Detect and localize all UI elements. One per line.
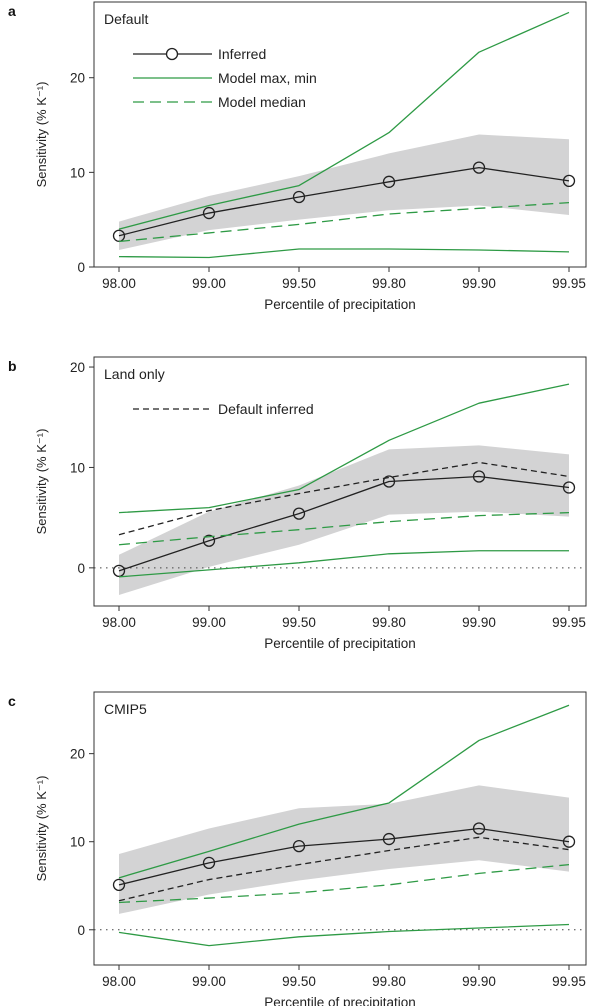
x-tick-label: 99.80 bbox=[372, 615, 406, 630]
data-point-inferred bbox=[292, 839, 306, 853]
uncertainty-band bbox=[119, 134, 569, 250]
series-line-model-max bbox=[118, 704, 570, 879]
series-line-inferred bbox=[118, 166, 570, 237]
x-tick-label: 99.90 bbox=[462, 276, 496, 291]
series-line-model-min bbox=[118, 248, 570, 259]
series-line-model-max bbox=[118, 11, 570, 230]
x-tick-label: 99.90 bbox=[462, 974, 496, 989]
data-point-inferred bbox=[472, 822, 486, 835]
legend-label: Model median bbox=[218, 94, 306, 110]
y-tick-label: 20 bbox=[70, 71, 85, 86]
y-tick-label: 10 bbox=[70, 165, 85, 180]
series-line-model-min bbox=[118, 923, 570, 947]
x-tick-label: 99.50 bbox=[282, 276, 316, 291]
series-line-median bbox=[118, 863, 570, 904]
panel-label: a bbox=[8, 3, 16, 19]
y-tick-label: 0 bbox=[77, 260, 85, 275]
x-tick-label: 99.00 bbox=[192, 276, 226, 291]
x-tick-label: 99.95 bbox=[552, 974, 586, 989]
panel-title: Land only bbox=[104, 366, 165, 382]
series-line-model-max bbox=[118, 383, 570, 514]
x-tick-label: 98.00 bbox=[102, 276, 136, 291]
data-point-inferred bbox=[112, 878, 126, 892]
data-point-inferred bbox=[382, 832, 396, 846]
data-point-inferred bbox=[202, 856, 216, 869]
x-tick-label: 99.80 bbox=[372, 974, 406, 989]
x-tick-label: 99.50 bbox=[282, 615, 316, 630]
chart-panel-a: a 98.00 99.00 99.50 99.80 99.90 99.95 0 10 20 Perc… bbox=[8, 1, 587, 312]
data-point-inferred bbox=[472, 161, 486, 174]
x-tick-label: 98.00 bbox=[102, 974, 136, 989]
panel-title: CMIP5 bbox=[104, 701, 147, 717]
chart-panel-c: c 98.00 99.00 99.50 99.80 99.90 99.95 0 10 20 Perc… bbox=[8, 691, 587, 1006]
data-point-inferred bbox=[472, 470, 486, 483]
x-tick-label: 99.50 bbox=[282, 974, 316, 989]
data-point-inferred bbox=[562, 835, 576, 848]
plot-frame bbox=[93, 1, 587, 268]
y-tick-label: 20 bbox=[70, 360, 85, 375]
panel-label: c bbox=[8, 693, 16, 709]
chart-panel-b: b 98.00 99.00 99.50 99.80 99.90 99.95 0 10 20 Perc… bbox=[8, 356, 587, 651]
x-tick-label: 99.95 bbox=[552, 276, 586, 291]
plot-frame bbox=[93, 691, 587, 966]
x-tick-label: 99.80 bbox=[372, 276, 406, 291]
x-axis-label: Percentile of precipitation bbox=[264, 995, 416, 1006]
y-tick-label: 10 bbox=[70, 835, 85, 850]
data-point-inferred bbox=[382, 475, 396, 488]
x-tick-label: 99.00 bbox=[192, 974, 226, 989]
x-tick-label: 99.90 bbox=[462, 615, 496, 630]
series-line-median bbox=[118, 511, 570, 546]
data-point-inferred bbox=[202, 206, 216, 220]
y-axis-label: Sensitivity (% K⁻¹) bbox=[34, 776, 49, 882]
x-tick-label: 98.00 bbox=[102, 615, 136, 630]
legend-label: Default inferred bbox=[218, 401, 314, 417]
y-axis-label: Sensitivity (% K⁻¹) bbox=[34, 429, 49, 535]
data-point-inferred bbox=[202, 534, 216, 547]
data-point-inferred bbox=[382, 175, 396, 188]
series-line-inferred bbox=[118, 827, 570, 886]
legend-marker bbox=[165, 47, 179, 61]
plot-frame bbox=[93, 356, 587, 607]
y-tick-label: 0 bbox=[77, 561, 85, 576]
panel-label: b bbox=[8, 358, 17, 374]
y-tick-label: 0 bbox=[77, 923, 85, 938]
x-axis-label: Percentile of precipitation bbox=[264, 297, 416, 312]
data-point-inferred bbox=[292, 190, 306, 204]
legend-label: Inferred bbox=[218, 46, 266, 62]
y-tick-label: 20 bbox=[70, 747, 85, 762]
data-point-inferred bbox=[562, 481, 576, 494]
uncertainty-band bbox=[119, 445, 569, 595]
legend-label: Model max, min bbox=[218, 70, 317, 86]
y-tick-label: 10 bbox=[70, 460, 85, 475]
panel-title: Default bbox=[104, 11, 148, 27]
x-axis-label: Percentile of precipitation bbox=[264, 636, 416, 651]
y-axis-label: Sensitivity (% K⁻¹) bbox=[34, 82, 49, 188]
x-tick-label: 99.95 bbox=[552, 615, 586, 630]
data-point-inferred bbox=[562, 174, 576, 188]
series-line-median bbox=[118, 201, 570, 243]
data-point-inferred bbox=[292, 507, 306, 520]
uncertainty-band bbox=[119, 785, 569, 914]
x-tick-label: 99.00 bbox=[192, 615, 226, 630]
series-line-model-min bbox=[118, 550, 569, 578]
series-line-default-inferred bbox=[118, 461, 570, 536]
series-line-default-inferred bbox=[118, 836, 570, 902]
series-line-inferred bbox=[118, 475, 570, 572]
